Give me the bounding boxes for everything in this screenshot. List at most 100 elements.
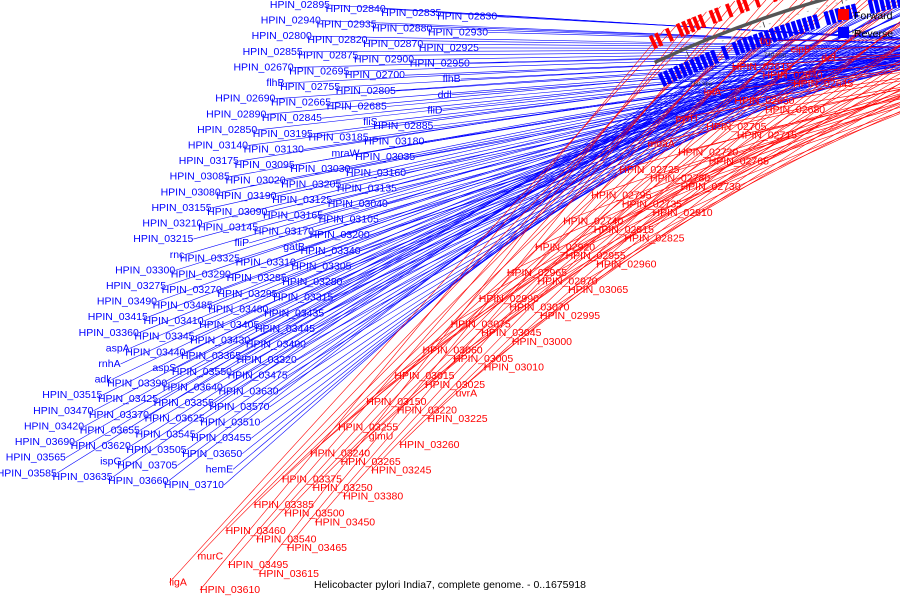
- leader-line: [320, 20, 900, 44]
- leader-line: [202, 51, 900, 224]
- forward-gene-label: HPIN_02995: [540, 310, 600, 322]
- reverse-gene-label: HPIN_03315: [273, 292, 333, 304]
- reverse-gene-label: HPIN_03105: [319, 214, 379, 226]
- reverse-gene-label: ddl: [438, 89, 452, 101]
- reverse-gene-block: [678, 63, 688, 78]
- leader-line: [349, 53, 900, 72]
- reverse-gene-block: [823, 10, 832, 26]
- leader-line: [296, 12, 900, 361]
- leader-line: [276, 59, 900, 197]
- leader-line: [186, 51, 749, 451]
- reverse-gene-label: HPIN_02855: [243, 46, 303, 58]
- legend: Forward Reverse: [838, 9, 893, 40]
- leader-line: [452, 45, 900, 360]
- leader-line: [284, 0, 776, 514]
- reverse-gene-label: HPIN_03210: [142, 218, 202, 230]
- reverse-gene-block: [710, 49, 720, 65]
- leader-line: [647, 88, 900, 145]
- forward-gene-label: HPIN_03150: [366, 396, 426, 408]
- reverse-gene-label: HPIN_03020: [225, 175, 285, 187]
- scale-tick-label: 720 kbp: [839, 30, 862, 36]
- leader-line: [251, 43, 770, 439]
- reverse-gene-block: [890, 0, 897, 9]
- reverse-gene-label: HPIN_03630: [218, 385, 278, 397]
- reverse-gene-block: [699, 54, 709, 69]
- leader-line: [184, 45, 900, 256]
- forward-gene-label: HPIN_03225: [428, 413, 488, 425]
- reverse-gene-label: HPIN_03080: [161, 186, 221, 198]
- forward-gene-label: HPIN_02795: [591, 190, 651, 202]
- scale-tick-label: 760 kbp: [690, 81, 713, 87]
- forward-gene-label: HPIN_03255: [338, 422, 398, 434]
- reverse-gene-label: adk: [95, 374, 113, 386]
- forward-gene-label: HPIN_02825: [624, 233, 684, 245]
- reverse-gene-label: HPIN_03155: [151, 202, 211, 214]
- reverse-gene-label: hemE: [206, 463, 233, 475]
- leader-line: [340, 0, 836, 463]
- reverse-gene-label: HPIN_03480: [208, 303, 268, 315]
- legend-label-forward: Forward: [854, 10, 893, 22]
- reverse-gene-label: HPIN_03325: [180, 253, 240, 265]
- reverse-gene-label: HPIN_02665: [271, 97, 331, 109]
- reverse-gene-label: HPIN_02950: [410, 58, 470, 70]
- forward-gene-block: [692, 16, 701, 31]
- leader-line: [442, 64, 900, 111]
- reverse-gene-label: HPIN_02930: [428, 26, 488, 38]
- reverse-gene-label: HPIN_03510: [200, 417, 260, 429]
- leader-line: [130, 48, 756, 447]
- reverse-gene-label: HPIN_03345: [134, 331, 194, 343]
- leader-line: [312, 0, 806, 489]
- forward-gene-label: HPIN_02960: [596, 258, 656, 270]
- reverse-gene-label: HPIN_03405: [199, 319, 259, 331]
- reverse-gene-label: HPIN_03270: [162, 284, 222, 296]
- forward-gene-block: [648, 34, 658, 50]
- scale-ticks: 540 kbp560 kbp580 kbp600 kbp620 kbp640 k…: [686, 0, 862, 87]
- reverse-gene-block: [796, 19, 805, 34]
- leader-line: [396, 69, 900, 189]
- leader-line: [332, 63, 900, 201]
- forward-gene-block: [708, 9, 718, 24]
- leader-line: [358, 50, 900, 56]
- leader-line: [680, 111, 900, 188]
- leader-line: [652, 113, 900, 214]
- leader-line: [111, 12, 879, 380]
- reverse-gene-label: HPIN_02850: [197, 124, 257, 136]
- reverse-gene-block: [668, 67, 678, 83]
- scale-tick: [686, 51, 690, 58]
- reverse-gene-block: [763, 29, 772, 45]
- reverse-gene-label: HPIN_03390: [107, 378, 167, 390]
- forward-gene-label: HPIN_02680: [765, 104, 825, 116]
- leader-line: [305, 22, 900, 345]
- leader-line: [591, 95, 900, 196]
- forward-gene-label: HPIN_02650: [734, 95, 794, 107]
- reverse-gene-label: HPIN_03290: [171, 268, 231, 280]
- leader-line: [93, 27, 820, 412]
- reverse-gene-label: HPIN_03180: [364, 136, 424, 148]
- leader-line: [371, 0, 829, 471]
- leader-line: [483, 45, 900, 368]
- leader-line: [266, 56, 900, 115]
- leader-line: [256, 0, 746, 540]
- scale-tick-label: 740 kbp: [764, 53, 787, 59]
- leader-line: [199, 29, 665, 591]
- leader-line: [395, 58, 900, 92]
- forward-gene-label: HPIN_03495: [228, 559, 288, 571]
- forward-gene-block: [742, 0, 750, 12]
- forward-gene-label: HPIN_02965: [507, 267, 567, 279]
- reverse-gene-block: [801, 17, 810, 32]
- reverse-gene-block: [790, 20, 799, 36]
- forward-gene-label: HPIN_03245: [371, 465, 431, 477]
- reverse-gene-block: [742, 37, 751, 52]
- forward-gene-label: HPIN_03260: [399, 439, 459, 451]
- leader-line: [278, 17, 857, 392]
- forward-gene-label: HPIN_03540: [256, 533, 316, 545]
- leader-line: [284, 53, 900, 84]
- reverse-gene-block: [720, 45, 730, 60]
- forward-gene-label: HPIN_03000: [512, 336, 572, 348]
- reverse-gene-block: [812, 14, 821, 29]
- leader-line: [197, 6, 721, 557]
- reverse-gene-block: [758, 31, 767, 47]
- reverse-gene-label: HPIN_03640: [163, 381, 223, 393]
- reverse-gene-label: fliS: [363, 116, 378, 128]
- leader-line: [731, 56, 900, 68]
